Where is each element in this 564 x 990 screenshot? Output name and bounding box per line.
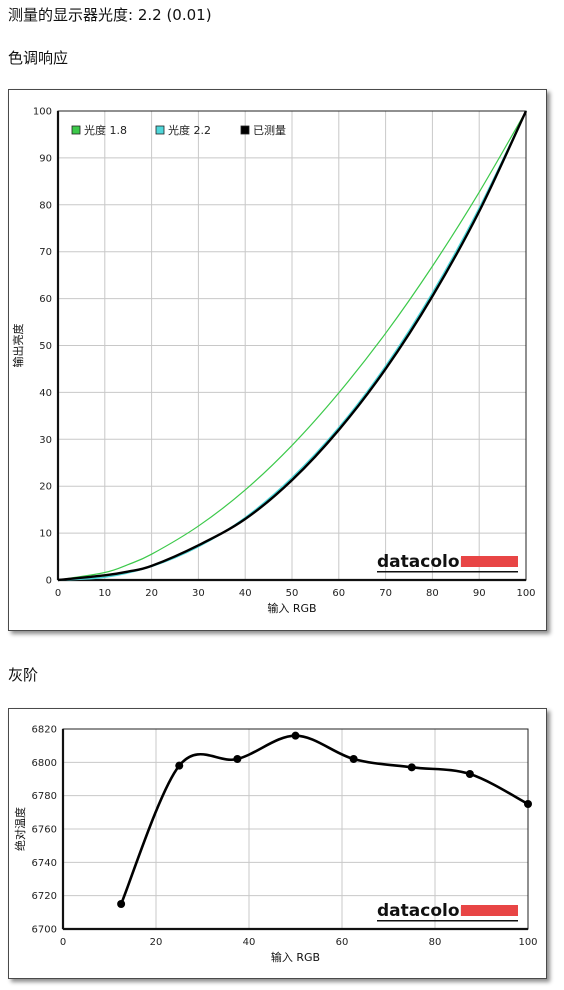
data-point xyxy=(407,763,416,772)
datacolor-logo-underline xyxy=(377,920,518,922)
x-tick-label: 20 xyxy=(145,588,158,599)
y-tick-label: 6780 xyxy=(32,791,57,802)
x-tick-label: 0 xyxy=(55,588,61,599)
datacolor-logo-text: datacolor xyxy=(377,901,469,921)
x-tick-label: 60 xyxy=(336,937,349,948)
legend-label: 光度 1.8 xyxy=(84,123,127,137)
x-tick-label: 60 xyxy=(332,588,345,599)
y-tick-label: 30 xyxy=(39,435,52,446)
y-axis-label: 绝对温度 xyxy=(13,807,27,851)
legend-swatch xyxy=(240,125,250,135)
y-tick-label: 6760 xyxy=(32,825,57,836)
x-tick-label: 90 xyxy=(473,588,486,599)
series-line xyxy=(57,110,528,582)
y-tick-label: 6700 xyxy=(32,925,57,936)
y-axis-label: 输出亮度 xyxy=(11,324,25,368)
data-point xyxy=(175,761,184,770)
data-point xyxy=(117,900,126,908)
x-tick-label: 30 xyxy=(192,588,205,599)
grayscale-heading: 灰阶 xyxy=(8,666,39,684)
data-point xyxy=(233,755,242,763)
datacolor-logo-text: datacolor xyxy=(377,552,469,572)
x-tick-label: 40 xyxy=(239,588,252,599)
chart-legend: 光度 1.8 光度 2.2 已测量 xyxy=(71,123,286,137)
grayscale-chart: 0 20 40 60 80 100 6700 6720 6740 6760 6780 6800 6820… xyxy=(13,725,538,965)
series-line xyxy=(119,734,529,905)
x-tick-label: 40 xyxy=(243,937,256,948)
chart-grid xyxy=(61,728,529,931)
data-point xyxy=(465,770,474,778)
y-tick-label: 6820 xyxy=(32,725,57,736)
legend-swatch xyxy=(155,125,165,135)
datacolor-logo-underline xyxy=(377,571,518,573)
page-title: 测量的显示器光度: 2.2 (0.01) xyxy=(8,6,212,24)
x-tick-label: 100 xyxy=(518,937,537,948)
x-tick-label: 20 xyxy=(150,937,163,948)
y-tick-label: 90 xyxy=(39,153,52,164)
x-axis-label: 输入 RGB xyxy=(267,601,316,615)
data-point xyxy=(291,731,300,740)
series-line xyxy=(57,110,527,581)
datacolor-logo-bar xyxy=(461,905,518,916)
chart-series xyxy=(117,731,532,908)
x-tick-label: 80 xyxy=(429,937,442,948)
tone-response-chart-panel: 0 10 20 30 40 50 60 70 80 90 100 0 10 20 30 40 50 60 70 80 9… xyxy=(8,89,547,631)
y-tick-label: 6720 xyxy=(32,891,57,902)
y-tick-label: 0 xyxy=(46,576,52,587)
x-tick-label: 70 xyxy=(379,588,392,599)
y-tick-label: 80 xyxy=(39,200,52,211)
x-tick-label: 0 xyxy=(60,937,66,948)
chart-grid xyxy=(56,110,527,582)
y-tick-label: 20 xyxy=(39,482,52,493)
datacolor-logo: datacolor xyxy=(377,552,518,573)
legend-swatch xyxy=(71,125,81,135)
grayscale-chart-panel: 0 20 40 60 80 100 6700 6720 6740 6760 6780 6800 6820… xyxy=(8,708,547,979)
x-axis-label: 输入 RGB xyxy=(271,950,320,964)
x-tick-label: 50 xyxy=(286,588,299,599)
y-tick-label: 60 xyxy=(39,294,52,305)
data-point xyxy=(349,755,358,763)
y-tick-label: 70 xyxy=(39,247,52,258)
legend-label: 已测量 xyxy=(253,124,286,137)
x-tick-label: 100 xyxy=(516,588,535,599)
y-tick-label: 6740 xyxy=(32,858,57,869)
datacolor-logo: datacolor xyxy=(377,901,518,922)
x-tick-label: 80 xyxy=(426,588,439,599)
y-tick-label: 6800 xyxy=(32,758,57,769)
chart-series xyxy=(57,110,528,582)
y-tick-label: 10 xyxy=(39,529,52,540)
legend-label: 光度 2.2 xyxy=(168,123,211,137)
chart-ticks: 0 20 40 60 80 100 6700 6720 6740 6760 6780 6800 6820 xyxy=(32,725,538,949)
y-tick-label: 40 xyxy=(39,388,52,399)
data-point xyxy=(524,800,532,808)
y-tick-label: 50 xyxy=(39,341,52,352)
chart-ticks: 0 10 20 30 40 50 60 70 80 90 100 0 10 20 30 40 50 60 70 80 9… xyxy=(33,107,536,600)
tone-response-chart: 0 10 20 30 40 50 60 70 80 90 100 0 10 20 30 40 50 60 70 80 9… xyxy=(11,107,536,616)
datacolor-logo-bar xyxy=(461,556,518,567)
x-tick-label: 10 xyxy=(98,588,111,599)
y-tick-label: 100 xyxy=(33,107,52,118)
tone-response-heading: 色调响应 xyxy=(8,49,69,67)
